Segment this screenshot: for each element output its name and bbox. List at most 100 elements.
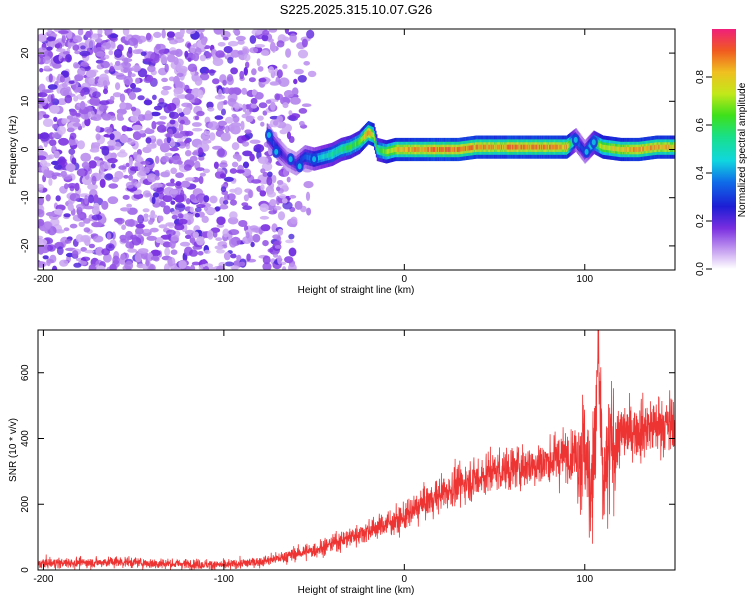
noise-blob	[91, 205, 100, 215]
noise-blob	[261, 34, 269, 42]
noise-blob	[259, 190, 267, 197]
noise-blob	[77, 29, 84, 36]
noise-blob	[120, 61, 132, 69]
noise-blob	[251, 227, 261, 233]
noise-blob	[242, 48, 248, 54]
noise-blob	[262, 110, 268, 116]
noise-blob	[289, 194, 297, 199]
noise-blob	[93, 156, 101, 161]
noise-blob	[285, 239, 294, 244]
noise-blob	[205, 52, 212, 58]
noise-blob	[169, 119, 176, 125]
noise-blob	[184, 50, 189, 58]
ridge-cell	[519, 144, 521, 150]
ridge-cell	[384, 149, 387, 155]
noise-blob	[67, 203, 74, 212]
ridge-cell	[347, 145, 350, 150]
ridge-cell	[439, 147, 441, 152]
noise-blob	[301, 103, 312, 107]
noise-blob	[284, 256, 294, 264]
noise-blob	[235, 35, 246, 42]
ridge-cell	[376, 147, 379, 152]
ridge-cell	[435, 147, 437, 152]
noise-blob	[282, 266, 287, 270]
ridge-cell	[505, 144, 508, 150]
ridge-cell	[346, 145, 349, 151]
noise-blob	[213, 161, 219, 169]
noise-blob	[83, 218, 91, 224]
noise-blob	[123, 174, 129, 179]
ridge-cell	[476, 144, 479, 150]
ridge-cell	[534, 144, 537, 150]
noise-blob	[85, 106, 94, 112]
ridge-cell	[615, 146, 618, 152]
ridge-cell	[653, 145, 656, 150]
noise-blob	[125, 241, 135, 249]
noise-blob	[108, 183, 119, 189]
ridge-cell	[331, 151, 334, 157]
noise-blob	[198, 264, 203, 270]
ridge-cell	[650, 145, 652, 151]
ridge-cell	[282, 151, 284, 157]
snr-y-axis: 0 200 400 600	[20, 364, 675, 573]
noise-blob	[74, 50, 81, 55]
ridge-cell	[528, 144, 530, 150]
noise-blob	[283, 90, 294, 98]
ridge-cell	[345, 145, 347, 151]
noise-blob	[109, 133, 115, 141]
noise-blob	[45, 211, 57, 217]
noise-blob	[220, 132, 231, 142]
ridge-cell	[409, 147, 411, 152]
ridge-cell	[579, 143, 582, 149]
noise-blob	[174, 194, 185, 203]
noise-blob	[83, 227, 91, 233]
noise-blob	[279, 129, 288, 135]
noise-blob	[258, 102, 268, 109]
noise-blob	[223, 176, 234, 182]
noise-blob	[160, 234, 171, 240]
noise-blob	[251, 29, 263, 36]
noise-blob	[242, 141, 250, 147]
noise-blob	[59, 259, 69, 267]
noise-blob	[77, 213, 85, 219]
noise-blob	[269, 81, 279, 86]
noise-blob	[71, 83, 77, 91]
noise-blob	[56, 246, 64, 256]
noise-blob	[52, 123, 58, 129]
noise-blob	[297, 49, 309, 59]
noise-blob	[38, 183, 44, 191]
noise-blob	[149, 227, 159, 233]
noise-blob	[173, 75, 180, 85]
noise-blob	[39, 244, 51, 254]
noise-blob	[252, 233, 261, 243]
ridge-cell	[364, 134, 366, 139]
noise-blob	[227, 217, 239, 225]
noise-blob	[110, 152, 117, 160]
noise-blob	[73, 95, 79, 102]
noise-blob	[174, 37, 185, 43]
noise-blob	[284, 29, 289, 34]
ridge-cell	[306, 154, 308, 160]
ridge-cell	[357, 140, 360, 146]
ridge-cell	[404, 147, 407, 152]
noise-blob	[155, 121, 166, 126]
noise-blob	[112, 92, 122, 98]
colorbar-tick-label: 0.4	[695, 166, 706, 180]
ridge-cell	[619, 146, 622, 152]
ridge-cell	[537, 144, 539, 150]
noise-blob	[94, 47, 106, 53]
noise-blob	[267, 190, 276, 198]
noise-blob	[262, 171, 268, 177]
ridge-cell	[303, 155, 306, 160]
x-tick-label: 0	[402, 574, 408, 585]
ridge-cell	[604, 144, 606, 150]
noise-blob	[88, 160, 97, 169]
ridge-cell	[452, 147, 455, 152]
ridge-cell	[302, 155, 305, 161]
ridge-cell	[446, 147, 448, 152]
noise-blob	[217, 101, 224, 111]
noise-blob	[159, 115, 167, 120]
ridge-cell	[634, 147, 637, 152]
ridge-cell	[667, 144, 669, 150]
